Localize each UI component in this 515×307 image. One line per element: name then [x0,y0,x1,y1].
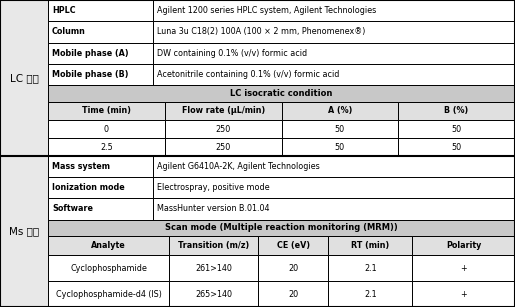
Bar [153,156,515,177]
Text: Acetonitrile containing 0.1% (v/v) formic acid: Acetonitrile containing 0.1% (v/v) formi… [157,70,339,79]
Text: 50: 50 [452,125,461,134]
Bar [153,198,515,220]
Bar [48,138,165,156]
Bar [48,42,153,64]
Bar [169,281,258,307]
Text: RT (min): RT (min) [351,241,389,250]
Bar [0,0,515,156]
Text: Ionization mode: Ionization mode [52,183,125,192]
Text: Scan mode (Multiple reaction monitoring (MRM)): Scan mode (Multiple reaction monitoring … [165,223,398,232]
Text: Mass system: Mass system [52,162,110,171]
Bar [165,138,282,156]
Bar [258,255,328,281]
Bar [48,177,153,198]
Text: DW containing 0.1% (v/v) formic acid: DW containing 0.1% (v/v) formic acid [157,49,307,58]
Text: Mobile phase (B): Mobile phase (B) [52,70,129,79]
Bar [328,236,413,255]
Bar [165,102,282,120]
Text: 20: 20 [288,263,298,273]
Text: 2.5: 2.5 [100,142,113,152]
Bar [48,198,153,220]
Text: 261>140: 261>140 [195,263,232,273]
Text: 250: 250 [215,125,231,134]
Text: Mobile phase (A): Mobile phase (A) [52,49,129,58]
Bar [48,102,165,120]
Text: Analyte: Analyte [91,241,126,250]
Text: Cyclophosphamide: Cyclophosphamide [70,263,147,273]
Text: LC 분석: LC 분석 [10,73,39,83]
Bar [48,85,515,102]
Text: Column: Column [52,27,86,37]
Text: +: + [460,290,467,298]
Text: Luna 3u C18(2) 100A (100 × 2 mm, Phenomenex®): Luna 3u C18(2) 100A (100 × 2 mm, Phenome… [157,27,365,37]
Bar [169,236,258,255]
Text: 50: 50 [335,125,345,134]
Bar [48,220,515,236]
Text: Ms 분석: Ms 분석 [9,227,39,236]
Bar [0,156,48,307]
Bar [48,281,169,307]
Bar [153,21,515,42]
Bar [413,236,515,255]
Bar [328,281,413,307]
Text: 2.1: 2.1 [364,263,376,273]
Bar [48,64,153,85]
Text: 265>140: 265>140 [195,290,232,298]
Text: Agilent G6410A-2K, Agilent Technologies: Agilent G6410A-2K, Agilent Technologies [157,162,320,171]
Text: MassHunter version B.01.04: MassHunter version B.01.04 [157,204,269,213]
Bar [0,156,515,307]
Bar [153,177,515,198]
Text: Polarity: Polarity [446,241,482,250]
Bar [398,102,515,120]
Bar [48,120,165,138]
Bar [153,42,515,64]
Text: Transition (m/z): Transition (m/z) [178,241,249,250]
Bar [48,0,153,21]
Text: 50: 50 [452,142,461,152]
Text: 250: 250 [215,142,231,152]
Bar [48,21,153,42]
Bar [165,120,282,138]
Text: HPLC: HPLC [52,6,76,15]
Bar [258,236,328,255]
Text: 50: 50 [335,142,345,152]
Text: Agilent 1200 series HPLC system, Agilent Technologies: Agilent 1200 series HPLC system, Agilent… [157,6,376,15]
Text: Time (min): Time (min) [82,107,131,115]
Text: 0: 0 [104,125,109,134]
Text: A (%): A (%) [328,107,352,115]
Bar [282,138,398,156]
Bar [258,281,328,307]
Bar [48,156,153,177]
Bar [48,255,169,281]
Bar [413,281,515,307]
Bar [153,0,515,21]
Text: CE (eV): CE (eV) [277,241,310,250]
Bar [398,120,515,138]
Bar [169,255,258,281]
Bar [282,102,398,120]
Text: 2.1: 2.1 [364,290,376,298]
Text: Flow rate (μL/min): Flow rate (μL/min) [181,107,265,115]
Text: Electrospray, positive mode: Electrospray, positive mode [157,183,270,192]
Bar [282,120,398,138]
Text: Software: Software [52,204,93,213]
Text: B (%): B (%) [444,107,469,115]
Text: Cyclophosphamide-d4 (IS): Cyclophosphamide-d4 (IS) [56,290,162,298]
Bar [328,255,413,281]
Bar [153,64,515,85]
Text: +: + [460,263,467,273]
Text: LC isocratic condition: LC isocratic condition [230,89,333,98]
Text: 20: 20 [288,290,298,298]
Bar [0,0,48,156]
Bar [413,255,515,281]
Bar [48,236,169,255]
Bar [398,138,515,156]
